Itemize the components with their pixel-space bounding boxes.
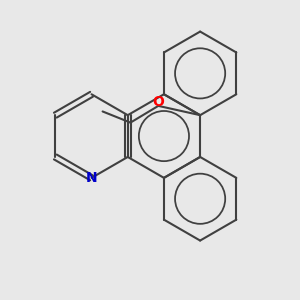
Text: O: O [152,95,164,109]
Text: N: N [86,171,98,185]
